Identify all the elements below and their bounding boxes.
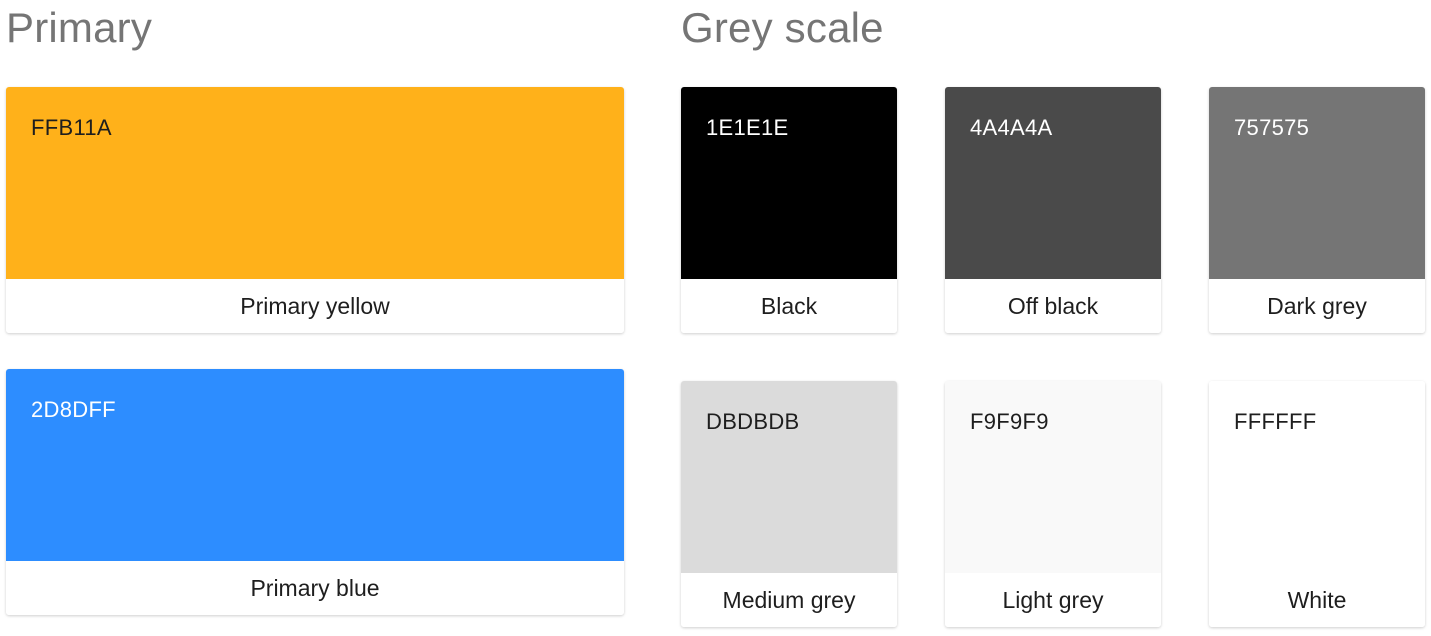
swatch-hex-code: 1E1E1E (706, 115, 789, 140)
swatch-name-label: Black (681, 279, 897, 333)
swatch-card-primary-blue: 2D8DFF Primary blue (6, 369, 624, 615)
swatch-name-label: White (1209, 573, 1425, 627)
swatch-hex-code: 757575 (1234, 115, 1310, 140)
swatch-name-label: Primary yellow (6, 279, 624, 333)
grey-scale-section-title: Grey scale (681, 4, 884, 51)
swatch-color-block (6, 369, 624, 561)
swatch-color-block (681, 87, 897, 279)
swatch-card-light-grey: F9F9F9 Light grey (945, 381, 1161, 627)
swatch-hex-code: FFFFFF (1234, 409, 1317, 434)
swatch-name-label: Primary blue (6, 561, 624, 615)
swatch-color-block (681, 381, 897, 573)
swatch-card-medium-grey: DBDBDB Medium grey (681, 381, 897, 627)
swatch-color-block (1209, 381, 1425, 574)
swatch-name-label: Dark grey (1209, 279, 1425, 333)
swatch-color-block (1209, 87, 1425, 279)
swatch-color-block (945, 87, 1161, 279)
swatch-color-block (6, 87, 624, 279)
swatch-name-label: Light grey (945, 573, 1161, 627)
swatch-hex-code: F9F9F9 (970, 409, 1049, 434)
swatch-name-label: Medium grey (681, 573, 897, 627)
swatch-hex-code: 4A4A4A (970, 115, 1053, 140)
swatch-hex-code: FFB11A (31, 115, 112, 140)
swatch-hex-code: 2D8DFF (31, 397, 116, 422)
swatch-card-dark-grey: 757575 Dark grey (1209, 87, 1425, 333)
swatch-card-black: 1E1E1E Black (681, 87, 897, 333)
swatch-card-off-black: 4A4A4A Off black (945, 87, 1161, 333)
primary-section-title: Primary (6, 4, 153, 51)
swatch-card-white: FFFFFF White (1209, 381, 1425, 627)
swatch-hex-code: DBDBDB (706, 409, 800, 434)
swatch-name-label: Off black (945, 279, 1161, 333)
swatch-color-block (945, 381, 1161, 573)
swatch-card-primary-yellow: FFB11A Primary yellow (6, 87, 624, 333)
